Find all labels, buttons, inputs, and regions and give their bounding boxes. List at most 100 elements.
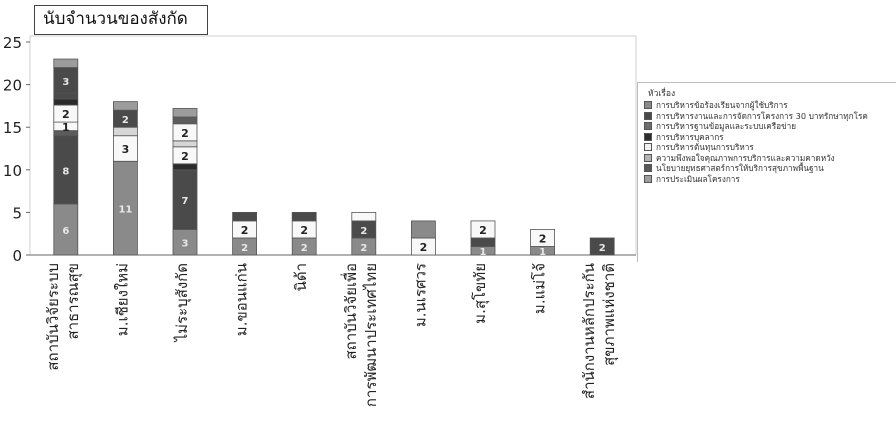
bar-segment [53,58,79,68]
legend-swatch [644,164,652,172]
bar-segment [410,220,436,239]
bar-segment [172,116,198,125]
bar-stack: 2 [589,237,615,256]
bar-segment [53,135,79,205]
y-tick-label: 10 [3,162,22,180]
bar-segment [113,135,138,162]
chart-title: นับจำนวนของสังกัด [34,5,208,35]
y-tick-label: 0 [12,247,22,265]
bar-data-label: 2 [241,243,248,254]
bar-data-label: 2 [241,224,249,237]
bar-data-label: 2 [122,115,129,126]
bar-stack: 12 [530,229,555,258]
bar-data-label: 2 [360,243,367,254]
bar-data-label: 1 [539,247,546,258]
bar-data-label: 3 [62,77,69,88]
bar-segment [53,203,79,256]
bar-segment [530,229,555,247]
bar-stack: 22 [232,211,258,256]
legend-label: การบริหารฐานข้อมูลและระบบเครือข่าย [656,121,797,131]
bar-segment [113,126,138,137]
bar-stack: 12 [470,220,496,258]
legend-item: การบริหารฐานข้อมูลและระบบเครือข่าย [644,121,796,131]
x-tick-label: ม.ขอนแก่น [233,263,251,336]
x-tick-label: สุขภาพแห่งชาติ [600,263,619,366]
bar-segment [470,237,496,247]
bar-data-label: 2 [181,150,189,163]
bar-data-label: 8 [62,166,69,177]
x-tick-label: ม.นเรศวร [411,263,429,327]
x-tick-label: ม.สุโขทัย [471,263,490,324]
bar-stack: 6 8 12 3 [53,58,79,256]
legend-label: การบริหารต้นทุนการบริหาร [656,142,754,152]
x-tick-label: การพัฒนาประเทศไทย [362,263,380,407]
bar-data-label: 1 [480,247,487,258]
bar-data-label: 2 [300,224,308,237]
y-tick-label: 15 [3,119,22,137]
legend-label: การบริหารข้อร้องเรียนจากผู้ใช้บริการ [656,100,788,110]
legend-item: ความพึงพอใจคุณภาพการบริการและความคาดหวัง [644,153,835,163]
bar-segment [172,169,198,230]
bar-segment [172,229,198,256]
y-tick-label: 5 [12,204,22,222]
legend-item: การบริหารบุคลากร [644,132,724,142]
legend-label: การบริหารงานและการจัดการโครงการ 30 บาทรั… [656,110,868,121]
x-tick-label: ม.แม่โจ้ [531,263,549,314]
legend-swatch [644,174,652,183]
bar-data-label: 2 [181,127,189,140]
bar-segment [291,211,317,222]
bar-segment [53,98,79,106]
legend: หัวเรื่อง การบริหารข้อร้องเรียนจากผู้ใช้… [637,82,896,262]
x-tick-label: สำนักงานหลักประกัน [580,263,598,399]
bar-data-label: 1 [62,121,70,134]
bar-segment [470,220,496,239]
bar-segment [172,163,198,171]
legend-item: นโยบายยุทธศาสตร์การให้บริการสุขภาพพื้นฐา… [644,163,824,173]
bar-data-label: 3 [122,143,130,156]
bar-segment [113,101,138,111]
legend-item: การประเมินผลโครงการ [644,174,740,184]
bar-stack: 22 [351,211,377,256]
legend-item: การบริหารงานและการจัดการโครงการ 30 บาทรั… [644,111,868,121]
bar-stack: 2 [410,220,436,256]
bar-data-label: 3 [182,239,189,250]
y-tick-label: 25 [3,34,22,52]
bar-data-label: 7 [182,196,189,207]
legend-swatch [644,101,652,109]
x-tick-label: ม.เชียงใหม่ [113,263,131,336]
legend-label: การบริหารบุคลากร [656,131,724,142]
bar-segment [113,160,138,256]
bar-data-label: 2 [420,241,428,254]
legend-label: การประเมินผลโครงการ [656,173,740,184]
bar-data-label: 2 [539,232,547,245]
legend-swatch [644,143,652,151]
x-tick-label: ไม่ระบุสังกัด [173,263,192,342]
bar-data-label: 2 [599,243,606,254]
legend-swatch [644,132,652,141]
legend-item: การบริหารต้นทุนการบริหาร [644,142,754,152]
bar-segment [53,92,79,100]
y-tick-label: 20 [3,77,22,95]
bar-data-label: 2 [360,226,367,237]
bar-stack: 3 7 2 2 [172,108,198,256]
legend-swatch [644,111,652,120]
legend-label: ความพึงพอใจคุณภาพการบริการและความคาดหวัง [656,152,835,163]
bar-stack: 11 3 2 [113,101,138,256]
bar-data-label: 6 [62,226,69,237]
bar-data-label: 2 [301,243,308,254]
legend-item: การบริหารข้อร้องเรียนจากผู้ใช้บริการ [644,100,788,110]
x-tick-label: นิด้า [292,263,310,291]
bar-segment [232,211,258,222]
legend-title: หัวเรื่อง [648,89,676,99]
bar-segment [172,140,198,148]
legend-label: นโยบายยุทธศาสตร์การให้บริการสุขภาพพื้นฐา… [656,163,824,173]
bar-data-label: 2 [479,224,487,237]
bar-segment [53,67,79,94]
x-tick-label: สถาบันวิจัยระบบ [44,263,62,371]
bar-segment [351,211,377,222]
x-tick-label: สาธารณสุข [64,263,83,340]
legend-swatch [644,153,652,162]
bar-segment [589,237,615,256]
bar-data-label: 2 [62,108,70,121]
